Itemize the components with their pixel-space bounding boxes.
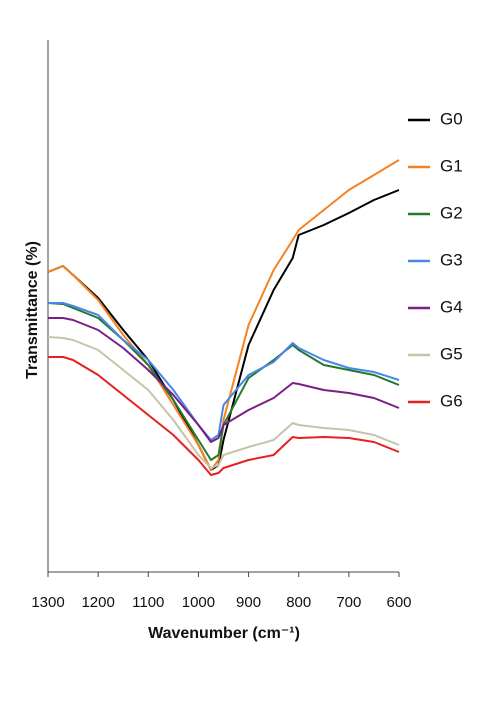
legend-label: G5 — [440, 344, 463, 363]
series-line — [47, 302, 400, 461]
legend-label: G4 — [440, 297, 463, 316]
x-tick-label: 900 — [236, 594, 261, 611]
legend-label: G2 — [440, 203, 463, 222]
x-axis-title: Wavenumber (cm⁻¹) — [148, 625, 300, 642]
legend-label: G6 — [440, 391, 463, 410]
x-tick-label: 1200 — [81, 594, 114, 611]
legend-label: G0 — [440, 109, 463, 128]
legend-label: G3 — [440, 250, 463, 269]
series-line — [48, 317, 400, 443]
series-line — [48, 302, 400, 441]
series-line — [47, 336, 400, 469]
x-tick-label: 1300 — [31, 594, 64, 611]
legend-label: G1 — [440, 156, 463, 175]
x-tick-label: 600 — [386, 594, 411, 611]
x-tick-label: 1000 — [182, 594, 215, 611]
series-line — [47, 159, 400, 471]
x-tick-label: 1100 — [132, 594, 164, 611]
x-tick-label: 700 — [336, 594, 361, 611]
series-line — [48, 356, 400, 476]
y-axis-title: Transmittance (%) — [24, 241, 41, 379]
x-tick-label: 800 — [286, 594, 311, 611]
